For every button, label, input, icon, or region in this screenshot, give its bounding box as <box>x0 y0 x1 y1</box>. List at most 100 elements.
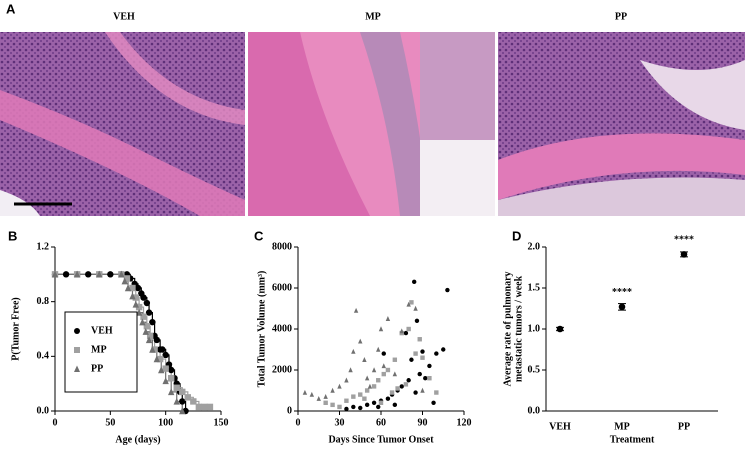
marker <box>158 366 165 374</box>
y-tick-label: 1.5 <box>528 282 541 293</box>
marker <box>385 367 391 373</box>
marker <box>123 275 131 282</box>
marker <box>403 330 409 336</box>
x-tick-label: 30 <box>335 417 345 428</box>
marker <box>162 365 169 372</box>
marker <box>364 375 370 381</box>
marker <box>420 355 425 360</box>
marker <box>376 404 381 410</box>
x-tick-label: VEH <box>549 421 571 432</box>
marker <box>427 363 432 369</box>
marker <box>364 388 370 393</box>
marker <box>74 347 80 353</box>
marker <box>358 405 363 411</box>
marker <box>406 378 411 383</box>
marker <box>302 389 308 395</box>
y-tick-label: 0.8 <box>37 296 50 307</box>
marker <box>96 270 103 278</box>
marker <box>85 271 92 278</box>
y-tick-label: 0.0 <box>37 405 50 416</box>
marker <box>413 351 418 356</box>
annotation: **** <box>674 235 694 246</box>
marker <box>51 270 59 278</box>
y-tick-label: 8000 <box>272 241 292 252</box>
marker <box>124 284 132 292</box>
marker <box>351 404 356 410</box>
marker <box>330 402 335 408</box>
marker <box>403 382 409 387</box>
marker <box>353 307 359 313</box>
marker <box>409 357 414 362</box>
marker <box>330 387 335 393</box>
marker <box>146 332 154 340</box>
y-axis-label: Average rate of pulmonary <box>502 271 513 386</box>
x-tick-label: 0 <box>53 417 58 428</box>
marker <box>173 384 180 391</box>
legend-label: VEH <box>91 325 113 336</box>
marker <box>173 397 180 405</box>
marker <box>392 357 398 362</box>
marker <box>420 387 425 393</box>
x-tick-label: 100 <box>158 417 173 428</box>
marker <box>195 403 203 411</box>
marker <box>376 346 381 352</box>
marker <box>143 299 151 307</box>
legend-label: PP <box>91 363 103 374</box>
marker <box>74 328 80 334</box>
marker <box>135 303 143 311</box>
marker <box>420 349 425 354</box>
marker <box>140 294 147 301</box>
x-tick-label: PP <box>678 421 690 432</box>
histology-mp <box>248 32 495 216</box>
marker <box>371 400 377 405</box>
panel-label: D <box>512 228 521 243</box>
x-axis-label: Days Since Tumor Onset <box>328 434 434 445</box>
marker <box>351 348 356 354</box>
marker <box>142 328 149 335</box>
marker <box>143 323 151 330</box>
y-axis-label: P(Tumor Free) <box>10 297 21 360</box>
y-tick-label: 4000 <box>272 323 292 334</box>
marker <box>316 396 321 401</box>
x-axis-label: Treatment <box>610 434 655 445</box>
marker <box>168 375 175 382</box>
marker <box>134 284 142 292</box>
marker <box>62 271 70 278</box>
marker <box>162 377 169 385</box>
marker <box>434 390 439 395</box>
histology-pp <box>498 32 745 216</box>
marker <box>414 318 420 323</box>
y-tick-label: 0.5 <box>528 364 541 375</box>
legend-label: MP <box>91 344 107 355</box>
marker <box>417 371 422 377</box>
marker <box>323 393 328 399</box>
marker <box>135 308 143 316</box>
marker <box>184 394 191 401</box>
marker <box>358 392 363 397</box>
marker <box>153 336 161 344</box>
dot <box>556 325 564 333</box>
marker <box>145 336 153 344</box>
marker <box>153 355 161 363</box>
charts: B 0.0 0.4 0.8 1.2 0 50 100 150 P(Tumor Free) Age (… <box>8 228 718 445</box>
y-tick-label: 6000 <box>272 282 292 293</box>
marker <box>395 386 400 391</box>
marker <box>190 398 197 405</box>
marker <box>145 309 153 316</box>
panel-label: B <box>8 228 17 243</box>
image-title: PP <box>615 11 627 22</box>
panel-label: A <box>6 1 16 16</box>
marker <box>344 377 349 383</box>
marker <box>132 294 139 301</box>
marker <box>381 351 386 356</box>
marker <box>73 270 81 278</box>
y-tick-label: 2000 <box>272 364 292 375</box>
marker <box>74 365 80 372</box>
y-tick-label: 1.0 <box>528 323 541 334</box>
marker <box>378 400 384 405</box>
x-tick-label: 0 <box>296 417 301 428</box>
marker <box>385 396 391 401</box>
annotation: **** <box>612 287 632 298</box>
marker <box>406 326 411 332</box>
